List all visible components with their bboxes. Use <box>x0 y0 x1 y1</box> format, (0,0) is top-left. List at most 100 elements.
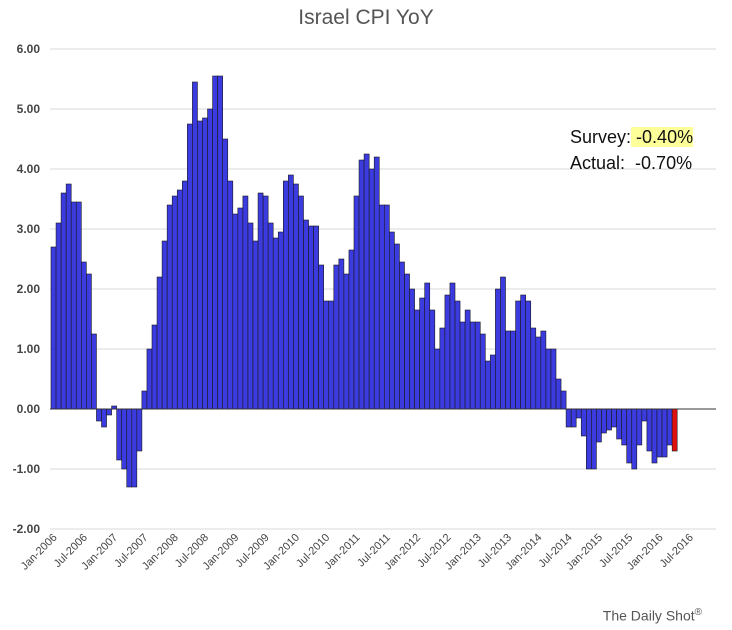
bar <box>146 348 153 410</box>
bar <box>192 81 198 410</box>
bar <box>434 348 441 410</box>
bar <box>661 408 668 458</box>
bar <box>560 390 567 410</box>
bar <box>611 408 617 428</box>
bar <box>580 408 587 437</box>
y-tick-label: 2.00 <box>17 282 41 296</box>
bar <box>505 330 511 410</box>
bar <box>318 264 324 410</box>
bar <box>373 156 380 410</box>
bar <box>298 195 304 410</box>
bar <box>439 327 446 410</box>
y-tick-label: 1.00 <box>17 342 41 356</box>
bar <box>91 333 97 410</box>
bar <box>671 408 678 452</box>
bar <box>202 117 208 410</box>
actual-value: -0.70% <box>635 153 693 173</box>
bar <box>252 240 259 410</box>
y-tick-label: 0.00 <box>17 402 41 416</box>
bar <box>631 408 638 470</box>
bar <box>389 231 395 410</box>
bar <box>55 222 62 410</box>
bar <box>313 225 319 410</box>
bar <box>171 195 178 410</box>
bar <box>272 237 279 410</box>
bar <box>651 408 658 464</box>
y-tick-label: -1.00 <box>13 462 41 476</box>
survey-value: -0.40% <box>631 127 694 147</box>
bar <box>176 189 183 410</box>
bar <box>81 261 87 410</box>
bar <box>328 300 335 410</box>
bar <box>242 195 249 410</box>
bar <box>217 75 223 410</box>
bar <box>358 159 365 410</box>
actual-label: Actual: <box>570 153 626 173</box>
bar <box>303 219 309 410</box>
bar <box>399 261 405 410</box>
survey-line: Survey: -0.40% <box>570 124 694 150</box>
survey-label: Survey: <box>570 127 632 147</box>
bar <box>570 408 577 428</box>
bar <box>525 300 532 410</box>
bar <box>429 309 436 410</box>
bar <box>353 195 360 410</box>
bar <box>621 408 628 446</box>
bar <box>535 336 542 410</box>
bar <box>166 204 173 410</box>
bar <box>151 324 158 410</box>
bar <box>338 258 345 410</box>
bar <box>626 408 633 464</box>
bar <box>419 297 425 410</box>
bar <box>474 321 481 410</box>
survey-actual-annotation: Survey: -0.40% Actual: -0.70% <box>570 124 694 176</box>
bar <box>459 321 466 410</box>
bar <box>363 153 370 410</box>
bar <box>449 282 456 410</box>
bar <box>520 294 527 410</box>
bar <box>156 276 163 410</box>
bar <box>510 330 516 410</box>
bar <box>257 192 264 410</box>
bar <box>86 273 92 410</box>
bar <box>606 408 612 431</box>
bar <box>565 408 572 428</box>
x-tick-label: Jan-2006 <box>19 532 60 573</box>
bar <box>383 204 390 410</box>
bar <box>500 276 506 410</box>
bar <box>656 408 663 458</box>
bar <box>409 288 415 410</box>
bar <box>75 201 82 410</box>
bar <box>182 180 188 410</box>
bar <box>348 249 355 410</box>
bar <box>288 174 294 410</box>
bar <box>601 408 607 434</box>
y-tick-label: 6.00 <box>17 42 41 56</box>
bar <box>308 225 314 410</box>
bar <box>227 180 234 410</box>
bar <box>121 408 128 470</box>
bar <box>495 288 501 410</box>
bar <box>282 180 289 410</box>
bar <box>484 360 491 410</box>
bar <box>596 408 602 443</box>
bar <box>333 264 340 410</box>
bar <box>187 123 193 410</box>
bar <box>106 408 112 416</box>
bar <box>545 348 552 410</box>
bar <box>70 201 77 410</box>
chart-title: Israel CPI YoY <box>298 6 434 29</box>
bar <box>666 408 673 446</box>
bar <box>96 408 102 422</box>
bar <box>116 408 123 461</box>
bar <box>207 108 213 410</box>
bar <box>555 378 562 410</box>
bar <box>636 408 643 446</box>
source-credit: The Daily Shot® <box>602 607 702 624</box>
bar <box>237 207 244 410</box>
bar <box>212 75 218 410</box>
bar <box>641 408 648 422</box>
y-tick-label: 5.00 <box>17 102 41 116</box>
bar <box>101 408 107 428</box>
